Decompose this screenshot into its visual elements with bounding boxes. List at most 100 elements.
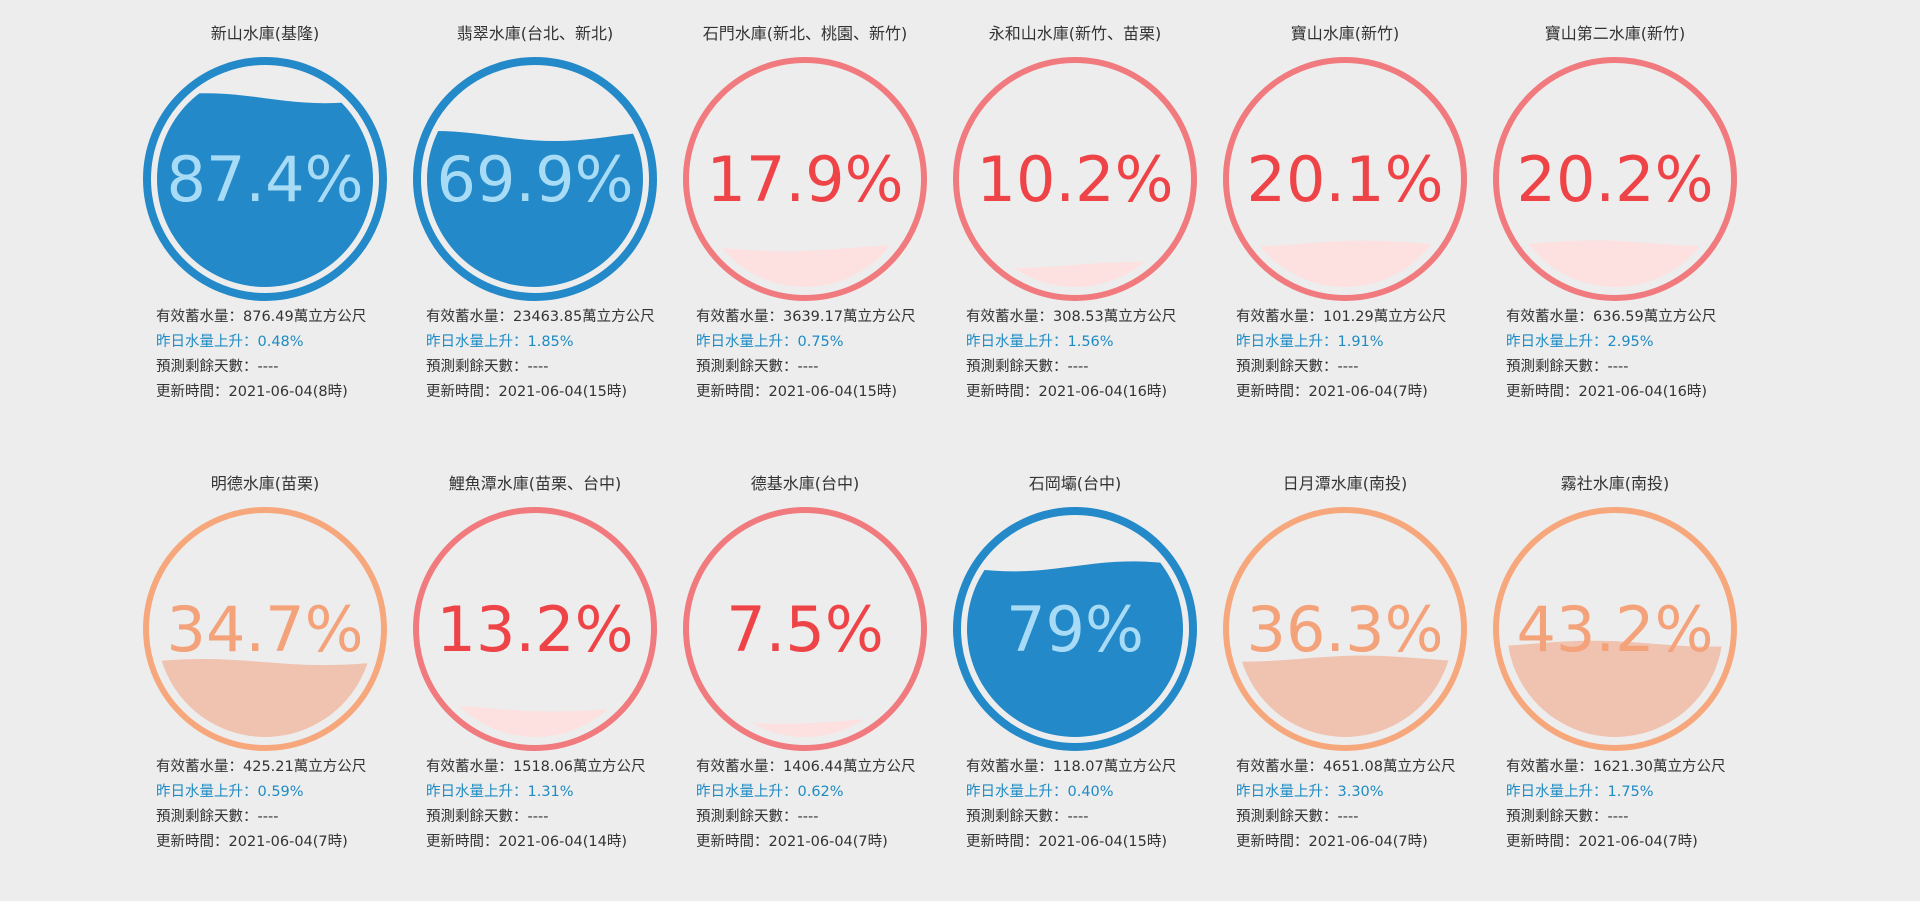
gauge-ring	[1223, 57, 1467, 301]
update-time-text: 更新時間：2021-06-04(15時)	[696, 384, 898, 400]
percent-label: 87.4%	[167, 143, 364, 216]
update-time-text: 更新時間：2021-06-04(7時)	[1236, 834, 1428, 850]
gauge-ring	[683, 57, 927, 301]
gauge-ring	[1493, 57, 1737, 301]
update-time-text: 更新時間：2021-06-04(7時)	[1506, 834, 1698, 850]
percent-label: 69.9%	[437, 143, 634, 216]
rise-text: 昨日水量上升：0.59%	[156, 784, 304, 800]
storage-text: 有效蓄水量：118.07萬立方公尺	[966, 759, 1177, 775]
update-time-text: 更新時間：2021-06-04(8時)	[156, 384, 348, 400]
water-level-gauge: 69.9%	[413, 57, 657, 301]
remaining-days-text: 預測剩餘天數：----	[1236, 809, 1359, 825]
rise-text: 昨日水量上升：1.56%	[966, 334, 1114, 350]
remaining-days-text: 預測剩餘天數：----	[696, 359, 819, 375]
gauge-ring	[953, 507, 1197, 751]
update-time-text: 更新時間：2021-06-04(7時)	[696, 834, 888, 850]
water-fill	[697, 245, 913, 287]
rise-text: 昨日水量上升：0.48%	[156, 334, 304, 350]
gauge-ring	[1223, 507, 1467, 751]
remaining-days-text: 預測剩餘天數：----	[1506, 359, 1629, 375]
reservoir-info: 有效蓄水量：101.29萬立方公尺 昨日水量上升：1.91% 預測剩餘天數：----…	[1236, 305, 1476, 405]
water-level-gauge: 87.4%	[143, 57, 387, 301]
rise-text: 昨日水量上升：1.85%	[426, 334, 574, 350]
water-level-gauge: 43.2%	[1493, 507, 1737, 751]
gauge-ring	[143, 57, 387, 301]
water-level-gauge: 36.3%	[1223, 507, 1467, 751]
storage-text: 有效蓄水量：876.49萬立方公尺	[156, 309, 367, 325]
water-fill	[1507, 240, 1723, 287]
reservoir-name: 石岡壩(台中)	[1028, 474, 1122, 493]
percent-label: 13.2%	[437, 593, 634, 666]
gauge-ring	[1493, 507, 1737, 751]
reservoir-info: 有效蓄水量：1621.30萬立方公尺 昨日水量上升：1.75% 預測剩餘天數：---…	[1506, 755, 1746, 855]
reservoir-info: 有效蓄水量：1406.44萬立方公尺 昨日水量上升：0.62% 預測剩餘天數：---…	[696, 755, 936, 855]
reservoir-name: 德基水庫(台中)	[750, 474, 860, 493]
reservoir-info: 有效蓄水量：425.21萬立方公尺 昨日水量上升：0.59% 預測剩餘天數：----…	[156, 755, 396, 855]
remaining-days-text: 預測剩餘天數：----	[1236, 359, 1359, 375]
rise-text: 昨日水量上升：0.62%	[696, 784, 844, 800]
storage-text: 有效蓄水量：636.59萬立方公尺	[1506, 309, 1717, 325]
water-level-gauge: 10.2%	[953, 57, 1197, 301]
percent-label: 20.2%	[1517, 143, 1714, 216]
rise-text: 昨日水量上升：2.95%	[1506, 334, 1654, 350]
remaining-days-text: 預測剩餘天數：----	[966, 359, 1089, 375]
remaining-days-text: 預測剩餘天數：----	[1506, 809, 1629, 825]
storage-text: 有效蓄水量：1406.44萬立方公尺	[696, 759, 916, 775]
water-level-gauge: 7.5%	[683, 507, 927, 751]
reservoir-name: 寶山水庫(新竹)	[1290, 24, 1400, 43]
reservoir-info: 有效蓄水量：3639.17萬立方公尺 昨日水量上升：0.75% 預測剩餘天數：---…	[696, 305, 936, 405]
storage-text: 有效蓄水量：308.53萬立方公尺	[966, 309, 1177, 325]
water-level-gauge: 13.2%	[413, 507, 657, 751]
update-time-text: 更新時間：2021-06-04(7時)	[1236, 384, 1428, 400]
gauge-ring	[413, 507, 657, 751]
update-time-text: 更新時間：2021-06-04(16時)	[966, 384, 1168, 400]
gauge-ring	[953, 57, 1197, 301]
reservoir-name: 永和山水庫(新竹、苗栗)	[988, 24, 1162, 43]
storage-text: 有效蓄水量：3639.17萬立方公尺	[696, 309, 916, 325]
water-level-gauge: 79%	[953, 507, 1197, 751]
gauge-ring	[683, 507, 927, 751]
rise-text: 昨日水量上升：1.31%	[426, 784, 574, 800]
reservoir-name: 翡翠水庫(台北、新北)	[456, 24, 614, 43]
reservoir-info: 有效蓄水量：23463.85萬立方公尺 昨日水量上升：1.85% 預測剩餘天數：--…	[426, 305, 666, 405]
update-time-text: 更新時間：2021-06-04(15時)	[426, 384, 628, 400]
gauge-ring	[143, 507, 387, 751]
storage-text: 有效蓄水量：4651.08萬立方公尺	[1236, 759, 1456, 775]
gauge-ring	[413, 57, 657, 301]
reservoir-name: 明德水庫(苗栗)	[210, 474, 320, 493]
reservoir-info: 有效蓄水量：118.07萬立方公尺 昨日水量上升：0.40% 預測剩餘天數：----…	[966, 755, 1206, 855]
rise-text: 昨日水量上升：1.91%	[1236, 334, 1384, 350]
update-time-text: 更新時間：2021-06-04(15時)	[966, 834, 1168, 850]
remaining-days-text: 預測剩餘天數：----	[426, 809, 549, 825]
percent-label: 20.1%	[1247, 143, 1444, 216]
reservoir-name: 霧社水庫(南投)	[1560, 474, 1670, 493]
reservoir-name: 寶山第二水庫(新竹)	[1544, 24, 1686, 43]
water-level-gauge: 20.2%	[1493, 57, 1737, 301]
water-fill	[1237, 655, 1453, 737]
water-fill	[157, 93, 373, 287]
water-level-gauge: 17.9%	[683, 57, 927, 301]
storage-text: 有效蓄水量：425.21萬立方公尺	[156, 759, 367, 775]
remaining-days-text: 預測剩餘天數：----	[426, 359, 549, 375]
storage-text: 有效蓄水量：1518.06萬立方公尺	[426, 759, 646, 775]
update-time-text: 更新時間：2021-06-04(16時)	[1506, 384, 1708, 400]
reservoir-info: 有效蓄水量：876.49萬立方公尺 昨日水量上升：0.48% 預測剩餘天數：----…	[156, 305, 396, 405]
rise-text: 昨日水量上升：0.75%	[696, 334, 844, 350]
rise-text: 昨日水量上升：0.40%	[966, 784, 1114, 800]
reservoir-name: 石門水庫(新北、桃園、新竹)	[702, 24, 908, 43]
remaining-days-text: 預測剩餘天數：----	[696, 809, 819, 825]
reservoir-name: 新山水庫(基隆)	[210, 24, 320, 43]
water-level-gauge: 34.7%	[143, 507, 387, 751]
percent-label: 10.2%	[977, 143, 1174, 216]
water-level-gauge: 20.1%	[1223, 57, 1467, 301]
percent-label: 36.3%	[1247, 593, 1444, 666]
reservoir-name: 鯉魚潭水庫(苗栗、台中)	[448, 474, 622, 493]
reservoir-info: 有效蓄水量：308.53萬立方公尺 昨日水量上升：1.56% 預測剩餘天數：----…	[966, 305, 1206, 405]
storage-text: 有效蓄水量：101.29萬立方公尺	[1236, 309, 1447, 325]
reservoir-info: 有效蓄水量：636.59萬立方公尺 昨日水量上升：2.95% 預測剩餘天數：----…	[1506, 305, 1746, 405]
percent-label: 43.2%	[1517, 593, 1714, 666]
reservoir-info: 有效蓄水量：4651.08萬立方公尺 昨日水量上升：3.30% 預測剩餘天數：---…	[1236, 755, 1476, 855]
rise-text: 昨日水量上升：1.75%	[1506, 784, 1654, 800]
update-time-text: 更新時間：2021-06-04(7時)	[156, 834, 348, 850]
